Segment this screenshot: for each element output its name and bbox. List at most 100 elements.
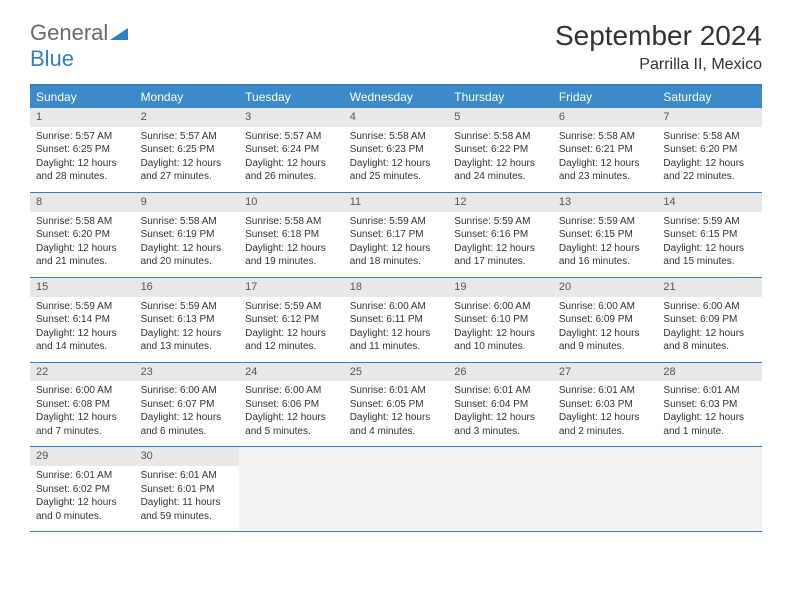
sunset-line: Sunset: 6:20 PM xyxy=(663,143,756,157)
sunrise-line: Sunrise: 5:59 AM xyxy=(663,215,756,229)
calendar-cell: 1Sunrise: 5:57 AMSunset: 6:25 PMDaylight… xyxy=(30,108,135,192)
sunset-line: Sunset: 6:16 PM xyxy=(454,228,547,242)
sunrise-line: Sunrise: 5:58 AM xyxy=(663,130,756,144)
logo-text-blue: Blue xyxy=(30,46,74,71)
sunrise-line: Sunrise: 5:57 AM xyxy=(245,130,338,144)
sunset-line: Sunset: 6:25 PM xyxy=(36,143,129,157)
day-name-tuesday: Tuesday xyxy=(239,86,344,108)
calendar-cell xyxy=(239,447,344,531)
sunset-line: Sunset: 6:24 PM xyxy=(245,143,338,157)
daylight-line: Daylight: 12 hours and 26 minutes. xyxy=(245,157,338,184)
cell-body: Sunrise: 6:00 AMSunset: 6:09 PMDaylight:… xyxy=(657,297,762,362)
calendar-cell: 12Sunrise: 5:59 AMSunset: 6:16 PMDayligh… xyxy=(448,193,553,277)
sunrise-line: Sunrise: 5:58 AM xyxy=(245,215,338,229)
sunset-line: Sunset: 6:21 PM xyxy=(559,143,652,157)
daylight-line: Daylight: 12 hours and 22 minutes. xyxy=(663,157,756,184)
sunrise-line: Sunrise: 6:00 AM xyxy=(36,384,129,398)
calendar-cell xyxy=(553,447,658,531)
daylight-line: Daylight: 12 hours and 28 minutes. xyxy=(36,157,129,184)
page-subtitle: Parrilla II, Mexico xyxy=(555,56,762,74)
day-number: 17 xyxy=(239,278,344,297)
calendar-cell: 4Sunrise: 5:58 AMSunset: 6:23 PMDaylight… xyxy=(344,108,449,192)
sunset-line: Sunset: 6:02 PM xyxy=(36,483,129,497)
daylight-line: Daylight: 12 hours and 0 minutes. xyxy=(36,496,129,523)
calendar-cell: 15Sunrise: 5:59 AMSunset: 6:14 PMDayligh… xyxy=(30,278,135,362)
daylight-line: Daylight: 12 hours and 23 minutes. xyxy=(559,157,652,184)
calendar-week: 22Sunrise: 6:00 AMSunset: 6:08 PMDayligh… xyxy=(30,363,762,448)
title-block: September 2024 Parrilla II, Mexico xyxy=(555,20,762,74)
sunrise-line: Sunrise: 6:00 AM xyxy=(350,300,443,314)
sunrise-line: Sunrise: 6:01 AM xyxy=(141,469,234,483)
calendar-cell: 16Sunrise: 5:59 AMSunset: 6:13 PMDayligh… xyxy=(135,278,240,362)
calendar-week: 8Sunrise: 5:58 AMSunset: 6:20 PMDaylight… xyxy=(30,193,762,278)
daylight-line: Daylight: 12 hours and 19 minutes. xyxy=(245,242,338,269)
day-name-friday: Friday xyxy=(553,86,658,108)
calendar-cell: 19Sunrise: 6:00 AMSunset: 6:10 PMDayligh… xyxy=(448,278,553,362)
daylight-line: Daylight: 12 hours and 16 minutes. xyxy=(559,242,652,269)
calendar-cell: 6Sunrise: 5:58 AMSunset: 6:21 PMDaylight… xyxy=(553,108,658,192)
daylight-line: Daylight: 12 hours and 8 minutes. xyxy=(663,327,756,354)
calendar-day-header: Sunday Monday Tuesday Wednesday Thursday… xyxy=(30,86,762,108)
cell-body: Sunrise: 5:59 AMSunset: 6:15 PMDaylight:… xyxy=(553,212,658,277)
sunset-line: Sunset: 6:08 PM xyxy=(36,398,129,412)
sunset-line: Sunset: 6:17 PM xyxy=(350,228,443,242)
cell-body: Sunrise: 5:59 AMSunset: 6:14 PMDaylight:… xyxy=(30,297,135,362)
cell-body: Sunrise: 5:58 AMSunset: 6:21 PMDaylight:… xyxy=(553,127,658,192)
calendar-cell: 9Sunrise: 5:58 AMSunset: 6:19 PMDaylight… xyxy=(135,193,240,277)
day-number: 19 xyxy=(448,278,553,297)
cell-body: Sunrise: 5:59 AMSunset: 6:13 PMDaylight:… xyxy=(135,297,240,362)
calendar-cell: 13Sunrise: 5:59 AMSunset: 6:15 PMDayligh… xyxy=(553,193,658,277)
cell-body: Sunrise: 6:00 AMSunset: 6:06 PMDaylight:… xyxy=(239,381,344,446)
cell-body: Sunrise: 6:01 AMSunset: 6:04 PMDaylight:… xyxy=(448,381,553,446)
daylight-line: Daylight: 12 hours and 11 minutes. xyxy=(350,327,443,354)
sunrise-line: Sunrise: 5:59 AM xyxy=(245,300,338,314)
calendar-cell: 24Sunrise: 6:00 AMSunset: 6:06 PMDayligh… xyxy=(239,363,344,447)
day-number: 24 xyxy=(239,363,344,382)
day-number: 9 xyxy=(135,193,240,212)
calendar-cell: 2Sunrise: 5:57 AMSunset: 6:25 PMDaylight… xyxy=(135,108,240,192)
cell-body: Sunrise: 5:59 AMSunset: 6:16 PMDaylight:… xyxy=(448,212,553,277)
cell-body: Sunrise: 5:57 AMSunset: 6:25 PMDaylight:… xyxy=(30,127,135,192)
day-number: 8 xyxy=(30,193,135,212)
cell-body: Sunrise: 5:58 AMSunset: 6:18 PMDaylight:… xyxy=(239,212,344,277)
day-number: 29 xyxy=(30,447,135,466)
cell-body: Sunrise: 5:58 AMSunset: 6:20 PMDaylight:… xyxy=(657,127,762,192)
calendar-cell xyxy=(448,447,553,531)
day-number: 22 xyxy=(30,363,135,382)
day-number: 15 xyxy=(30,278,135,297)
sunrise-line: Sunrise: 6:00 AM xyxy=(245,384,338,398)
day-number: 14 xyxy=(657,193,762,212)
daylight-line: Daylight: 11 hours and 59 minutes. xyxy=(141,496,234,523)
sunset-line: Sunset: 6:09 PM xyxy=(663,313,756,327)
calendar: Sunday Monday Tuesday Wednesday Thursday… xyxy=(30,84,762,532)
cell-body: Sunrise: 6:00 AMSunset: 6:10 PMDaylight:… xyxy=(448,297,553,362)
cell-body: Sunrise: 6:00 AMSunset: 6:07 PMDaylight:… xyxy=(135,381,240,446)
day-name-wednesday: Wednesday xyxy=(344,86,449,108)
cell-body: Sunrise: 5:58 AMSunset: 6:20 PMDaylight:… xyxy=(30,212,135,277)
daylight-line: Daylight: 12 hours and 4 minutes. xyxy=(350,411,443,438)
calendar-cell: 21Sunrise: 6:00 AMSunset: 6:09 PMDayligh… xyxy=(657,278,762,362)
sunrise-line: Sunrise: 5:58 AM xyxy=(454,130,547,144)
calendar-cell xyxy=(657,447,762,531)
sunset-line: Sunset: 6:04 PM xyxy=(454,398,547,412)
day-number: 20 xyxy=(553,278,658,297)
cell-body: Sunrise: 5:57 AMSunset: 6:25 PMDaylight:… xyxy=(135,127,240,192)
sunset-line: Sunset: 6:07 PM xyxy=(141,398,234,412)
sunrise-line: Sunrise: 5:59 AM xyxy=(141,300,234,314)
sunset-line: Sunset: 6:18 PM xyxy=(245,228,338,242)
sunset-line: Sunset: 6:23 PM xyxy=(350,143,443,157)
day-name-sunday: Sunday xyxy=(30,86,135,108)
sunset-line: Sunset: 6:10 PM xyxy=(454,313,547,327)
calendar-cell: 18Sunrise: 6:00 AMSunset: 6:11 PMDayligh… xyxy=(344,278,449,362)
daylight-line: Daylight: 12 hours and 27 minutes. xyxy=(141,157,234,184)
daylight-line: Daylight: 12 hours and 17 minutes. xyxy=(454,242,547,269)
sunrise-line: Sunrise: 6:01 AM xyxy=(454,384,547,398)
sunset-line: Sunset: 6:11 PM xyxy=(350,313,443,327)
logo-text-main: General xyxy=(30,20,108,45)
day-number: 21 xyxy=(657,278,762,297)
cell-body: Sunrise: 5:57 AMSunset: 6:24 PMDaylight:… xyxy=(239,127,344,192)
cell-body: Sunrise: 6:01 AMSunset: 6:05 PMDaylight:… xyxy=(344,381,449,446)
day-number: 11 xyxy=(344,193,449,212)
logo-text: General Blue xyxy=(30,20,128,72)
calendar-cell: 11Sunrise: 5:59 AMSunset: 6:17 PMDayligh… xyxy=(344,193,449,277)
